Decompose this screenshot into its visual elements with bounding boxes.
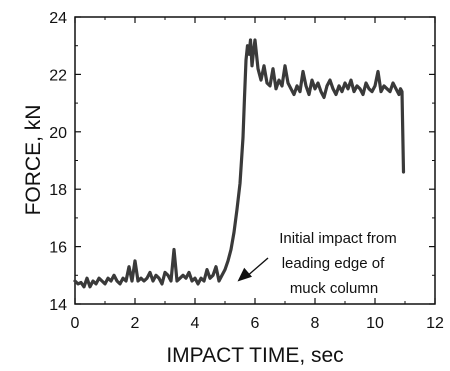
x-tick-label: 10 (366, 315, 384, 332)
force-series-line-0 (73, 38, 406, 289)
annotation: Initial impact from leading edge of muck… (237, 230, 397, 297)
y-tick-label: 22 (49, 67, 67, 84)
y-tick-label: 24 (49, 10, 67, 27)
series-layer (73, 38, 406, 289)
y-tick-label: 14 (49, 297, 67, 314)
annotation-arrowhead (237, 267, 252, 282)
x-axis-title: IMPACT TIME, sec (166, 344, 343, 367)
x-tick-label: 0 (71, 315, 80, 332)
annotation-line-3: muck column (290, 280, 378, 297)
x-tick-label: 8 (311, 315, 320, 332)
x-tick-label: 4 (191, 315, 200, 332)
annotation-line-2: leading edge of (282, 255, 385, 272)
x-tick-label: 12 (426, 315, 444, 332)
y-tick-label: 18 (49, 182, 67, 199)
y-axis-title: FORCE, kN (22, 105, 45, 216)
y-tick-label: 16 (49, 240, 67, 257)
x-tick-label: 6 (251, 315, 260, 332)
annotation-line-1: Initial impact from (279, 230, 397, 247)
x-tick-label: 2 (131, 315, 140, 332)
y-tick-label: 20 (49, 125, 67, 142)
